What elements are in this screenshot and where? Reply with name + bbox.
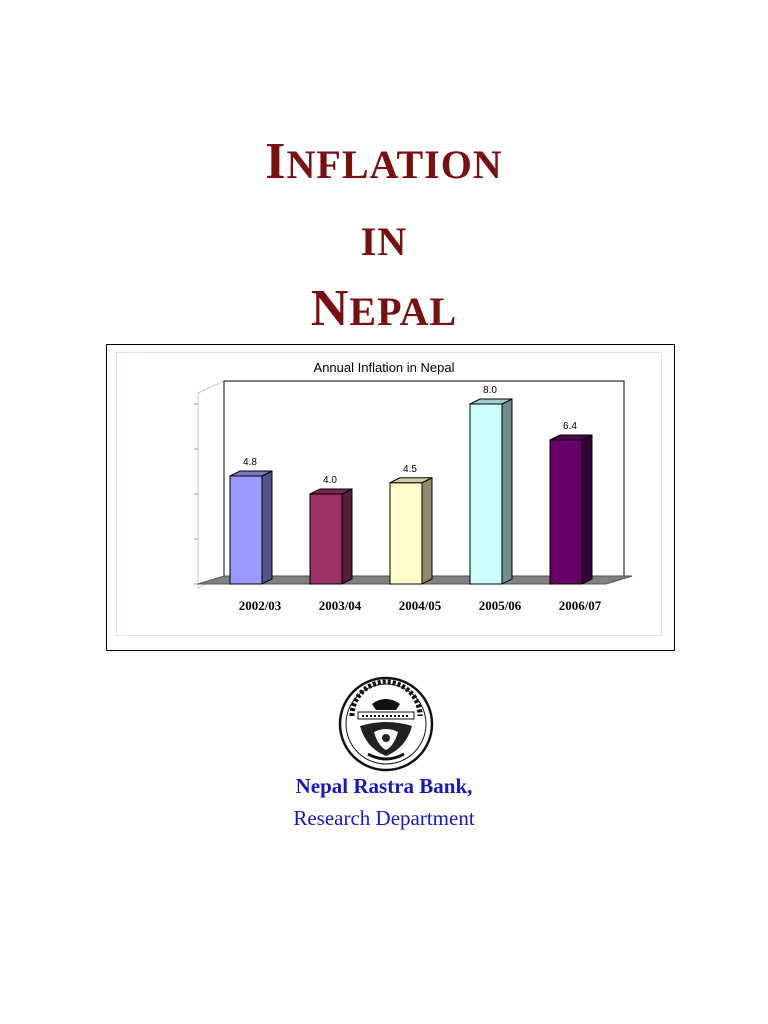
- bar-2002-03: [229, 475, 263, 585]
- title-inflation-initial: I: [265, 133, 287, 190]
- bar-2003-04: [309, 493, 343, 585]
- bar-top-2002-03: [229, 470, 273, 477]
- title-nepal-rest: EPAL: [349, 289, 458, 334]
- bar-2004-05: [389, 482, 423, 585]
- data-label: 4.5: [403, 464, 417, 475]
- title-in: IN: [360, 219, 408, 264]
- x-tick-label: 2004/05: [399, 598, 442, 613]
- nepal-rastra-bank-seal-icon: [338, 676, 434, 772]
- bar-top-2003-04: [309, 488, 353, 495]
- bar-2005-06: [469, 403, 503, 585]
- title-nepal-initial: N: [310, 280, 350, 337]
- chart-title: Annual Inflation in Nepal: [314, 360, 455, 375]
- chart-area-border: [116, 352, 662, 636]
- department-name: Research Department: [293, 806, 475, 830]
- bank-name: Nepal Rastra Bank,: [295, 774, 473, 798]
- bar-side-2006-07: [581, 434, 593, 585]
- bar-top-2005-06: [469, 398, 513, 405]
- data-label: 4.8: [243, 457, 257, 468]
- data-label: 4.0: [323, 475, 337, 486]
- bar-top-2004-05: [389, 477, 433, 484]
- x-tick-label: 2006/07: [559, 598, 602, 613]
- x-tick-label: 2002/03: [239, 598, 282, 613]
- bar-side-2005-06: [501, 398, 513, 585]
- cover-title-line-1: INFLATION: [0, 136, 768, 188]
- x-tick-label: 2005/06: [479, 598, 522, 613]
- title-inflation-rest: NFLATION: [286, 142, 503, 187]
- cover-title-line-2: IN: [0, 222, 768, 262]
- x-tick-label: 2003/04: [319, 598, 362, 613]
- bar-side-2002-03: [261, 470, 273, 585]
- bar-2006-07: [549, 439, 583, 585]
- bar-side-2004-05: [421, 476, 433, 585]
- data-label: 6.4: [563, 421, 577, 432]
- bar-top-2006-07: [549, 434, 593, 441]
- data-label: 8.0: [483, 385, 497, 396]
- cover-title-line-3: NEPAL: [0, 283, 768, 335]
- chart-left-wall: [197, 380, 225, 589]
- bar-side-2003-04: [341, 488, 353, 585]
